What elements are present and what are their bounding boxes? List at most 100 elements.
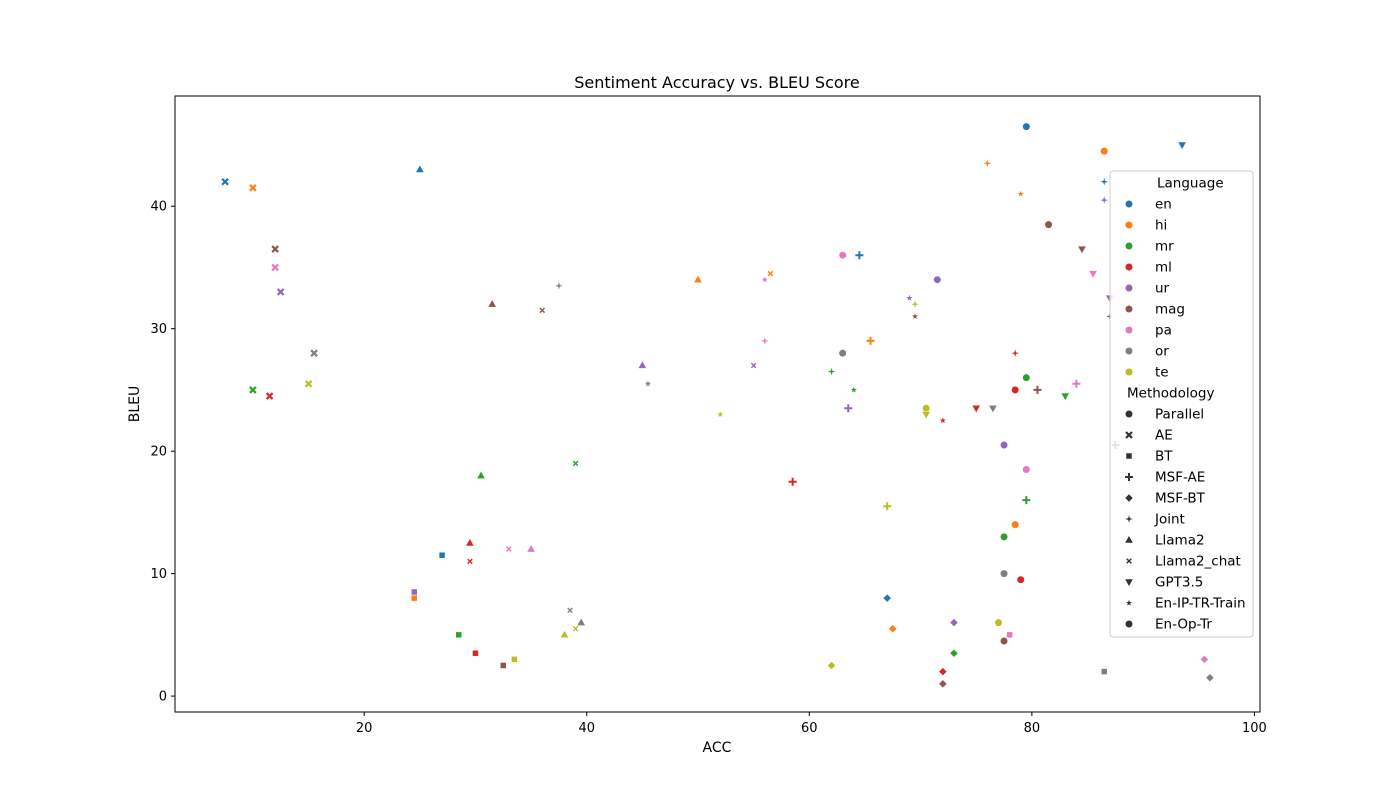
data-point xyxy=(1011,520,1020,529)
data-point xyxy=(911,313,919,320)
legend-label-methodology: Joint xyxy=(1154,512,1185,528)
x-tick-label: 80 xyxy=(1024,721,1041,736)
data-point xyxy=(882,593,892,603)
data-point xyxy=(999,440,1009,450)
data-point xyxy=(572,460,579,467)
legend-items: Language en hi mr ml ur mag pa or te Methodology Pa… xyxy=(1124,176,1246,633)
data-point xyxy=(850,386,857,393)
data-point xyxy=(221,177,229,186)
x-axis-label: ACC xyxy=(703,740,732,756)
legend: Language en hi mr ml ur mag pa or te Methodology Pa… xyxy=(1109,170,1254,638)
x-axis-ticks: 20 40 60 80 100 xyxy=(356,712,1267,736)
y-tick-label: 30 xyxy=(150,322,167,337)
legend-title-methodology: Methodology xyxy=(1127,386,1214,402)
data-point xyxy=(271,263,279,272)
y-axis-ticks: 0 10 20 30 40 xyxy=(150,200,175,705)
data-point xyxy=(999,532,1009,541)
x-tick-label: 40 xyxy=(578,721,595,736)
x-tick-label: 20 xyxy=(356,721,373,736)
points-layer xyxy=(221,122,1215,689)
data-point xyxy=(855,251,864,260)
legend-label-methodology: Llama2_chat xyxy=(1155,554,1241,570)
data-point xyxy=(1205,673,1215,683)
data-point xyxy=(888,624,898,634)
data-point xyxy=(1088,270,1098,279)
data-point xyxy=(506,546,512,552)
legend-label-methodology: MSF-AE xyxy=(1155,470,1205,486)
data-point xyxy=(511,656,518,663)
legend-label-language: pa xyxy=(1155,323,1172,339)
data-point xyxy=(644,380,651,387)
legend-marker-methodology xyxy=(1125,431,1133,439)
data-point xyxy=(767,270,774,277)
data-point xyxy=(487,299,497,308)
data-point xyxy=(1100,196,1109,204)
data-point xyxy=(883,502,892,511)
data-point xyxy=(304,380,313,388)
legend-marker-language xyxy=(1124,304,1134,314)
data-point xyxy=(249,184,257,192)
data-point xyxy=(999,569,1009,578)
data-point xyxy=(1022,122,1031,131)
data-point xyxy=(249,386,257,394)
legend-marker-language xyxy=(1124,367,1134,377)
data-point xyxy=(988,405,998,414)
data-point xyxy=(693,274,703,283)
y-tick-label: 0 xyxy=(159,690,167,705)
data-point xyxy=(866,336,875,345)
legend-label-methodology: AE xyxy=(1155,428,1173,444)
legend-marker-language xyxy=(1124,241,1134,251)
legend-marker-methodology xyxy=(1124,534,1134,544)
data-point xyxy=(949,618,959,627)
data-point xyxy=(472,649,479,657)
y-tick-label: 10 xyxy=(150,567,167,582)
legend-label-methodology: Llama2 xyxy=(1155,533,1205,549)
data-point xyxy=(1017,190,1024,197)
data-point xyxy=(844,404,853,413)
data-point xyxy=(1022,496,1031,505)
data-point xyxy=(1100,177,1109,186)
data-point xyxy=(999,636,1009,646)
legend-marker-methodology xyxy=(1124,493,1134,503)
data-point xyxy=(526,544,536,553)
legend-marker-methodology xyxy=(1124,409,1134,419)
y-tick-label: 40 xyxy=(150,200,167,215)
data-point xyxy=(555,282,563,290)
data-point xyxy=(933,275,942,284)
data-point xyxy=(1011,385,1020,395)
data-point xyxy=(476,470,486,479)
legend-label-language: hi xyxy=(1155,218,1167,234)
data-point xyxy=(265,392,274,400)
data-point xyxy=(911,300,919,308)
x-tick-label: 60 xyxy=(801,721,818,736)
data-point xyxy=(1044,220,1053,229)
legend-marker-methodology xyxy=(1125,452,1133,460)
data-point xyxy=(938,667,948,676)
data-point xyxy=(1060,392,1070,402)
legend-label-methodology: En-IP-TR-Train xyxy=(1155,596,1246,612)
data-point xyxy=(1022,465,1031,474)
data-point xyxy=(717,411,724,417)
data-point xyxy=(1016,575,1025,584)
data-point xyxy=(994,618,1003,627)
data-point xyxy=(1100,668,1108,675)
legend-marker-language xyxy=(1124,325,1134,335)
data-point xyxy=(939,417,946,424)
data-point xyxy=(467,558,473,565)
legend-marker-methodology xyxy=(1126,558,1132,564)
data-point xyxy=(1077,245,1087,255)
data-point xyxy=(271,245,279,253)
data-point xyxy=(949,648,959,658)
legend-marker-language xyxy=(1124,220,1134,230)
data-point xyxy=(761,276,768,283)
data-point xyxy=(415,164,425,173)
legend-label-methodology: GPT3.5 xyxy=(1155,575,1203,591)
legend-label-methodology: MSF-BT xyxy=(1155,491,1206,507)
legend-marker-language xyxy=(1124,346,1134,356)
data-point xyxy=(971,405,981,414)
chart-title: Sentiment Accuracy vs. BLEU Score xyxy=(574,73,860,92)
data-point xyxy=(788,477,797,486)
data-point xyxy=(1006,631,1013,639)
legend-marker-language xyxy=(1124,199,1134,209)
